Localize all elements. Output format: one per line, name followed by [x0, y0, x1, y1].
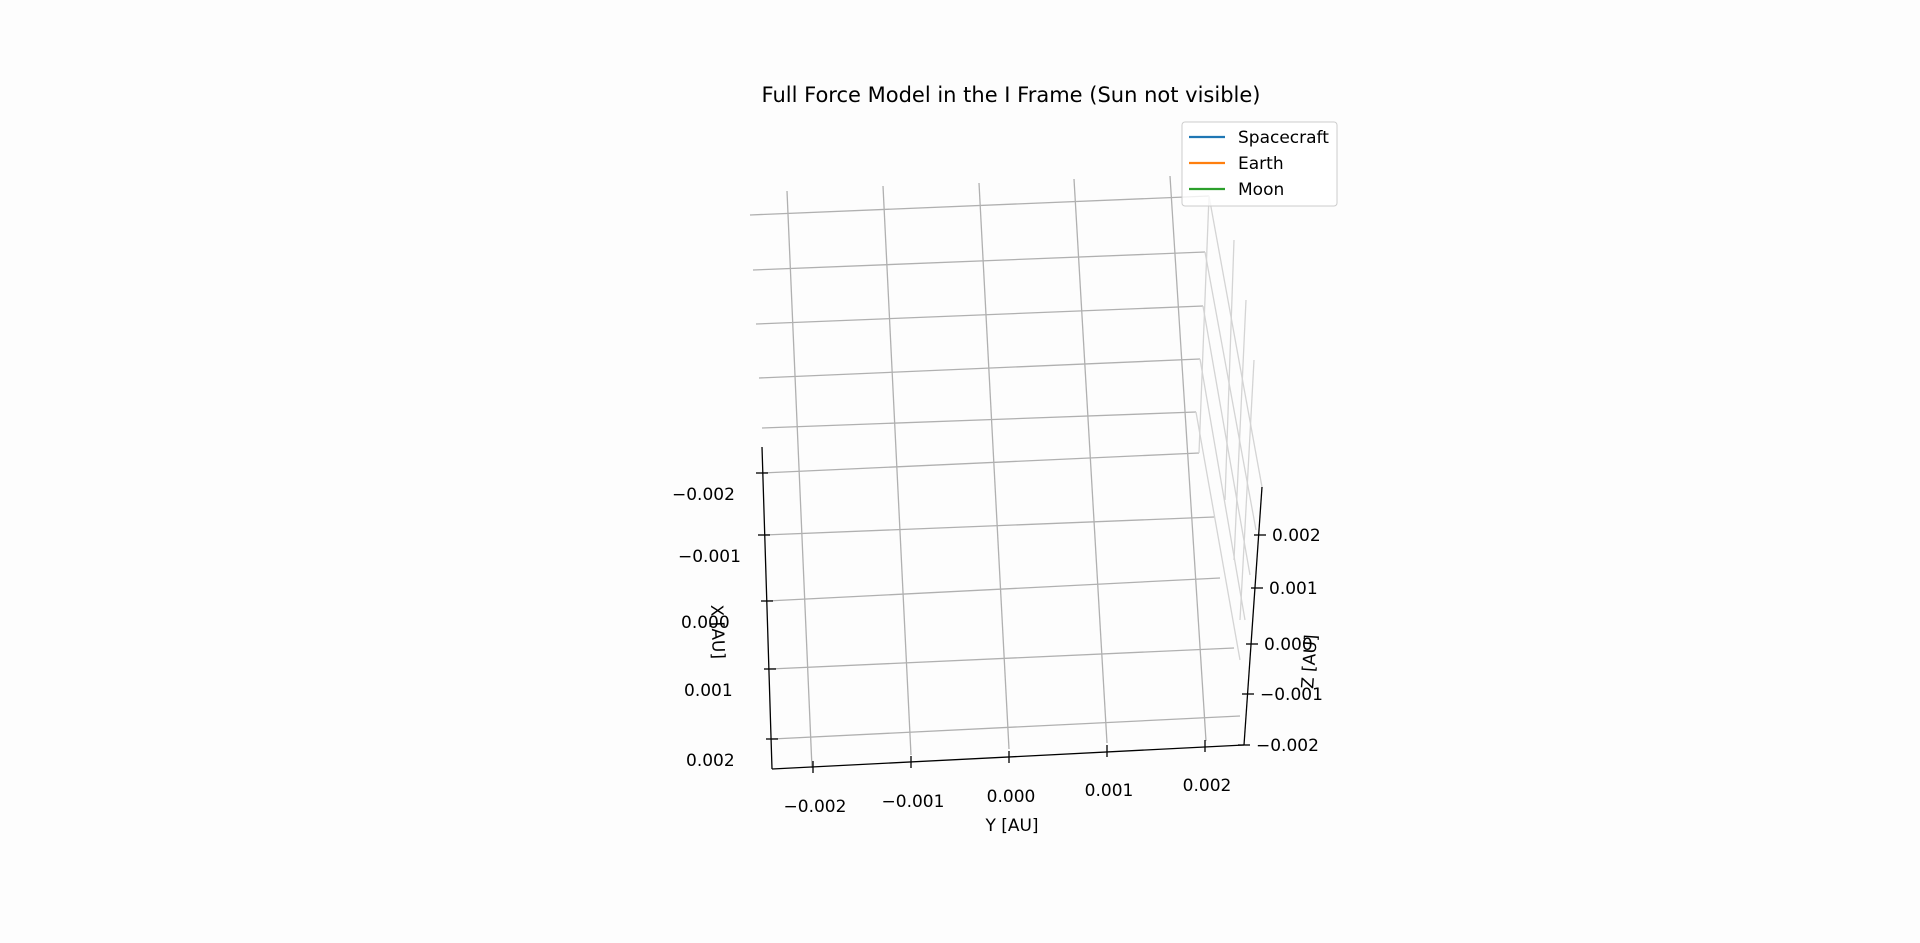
grid-line [1239, 359, 1255, 621]
x-tick-label: 0.001 [684, 681, 733, 701]
y-axis-label: Y [AU] [984, 816, 1038, 836]
z-axis-label: Z [AU] [1298, 634, 1322, 690]
grid-line [1073, 178, 1108, 744]
legend: Spacecraft Earth Moon [1181, 121, 1338, 207]
chart-title: Full Force Model in the I Frame (Sun not… [762, 83, 1261, 107]
x-axis-label: X [AU] [706, 604, 728, 659]
grid-line [766, 577, 1221, 602]
grid-line [1195, 411, 1241, 661]
grid-line [1169, 175, 1207, 742]
axis-lines [761, 446, 1263, 770]
grid-line [761, 452, 1200, 474]
grid-line [1224, 239, 1235, 501]
legend-label: Spacecraft [1238, 128, 1329, 148]
x-tick-label: 0.000 [681, 613, 730, 633]
grid-line [752, 251, 1206, 271]
grid-line [1204, 251, 1257, 531]
y-tick-label: −0.002 [784, 797, 847, 817]
y-axis-line [771, 744, 1245, 770]
grid-line [1208, 195, 1263, 488]
y-tick-label: −0.001 [882, 792, 945, 812]
y-tick-label: 0.002 [1183, 776, 1232, 796]
grid-line [1233, 299, 1247, 561]
x-tick-label: −0.001 [678, 547, 741, 567]
grid-line [755, 305, 1204, 325]
z-tick-label: −0.001 [1260, 685, 1323, 705]
grid-line [978, 182, 1010, 750]
grid-line [749, 195, 1210, 216]
grid-line [1198, 195, 1210, 454]
y-tick-label: 0.001 [1085, 781, 1134, 801]
grid-line [761, 411, 1197, 429]
grid-line [771, 715, 1241, 740]
y-tick-label: 0.000 [987, 787, 1036, 807]
grid-line [882, 185, 912, 756]
legend-label: Moon [1238, 180, 1284, 200]
x-tick-label: −0.002 [672, 485, 735, 505]
x-tick-label: 0.002 [686, 751, 735, 771]
grid-line [769, 647, 1235, 670]
legend-box [1181, 121, 1338, 207]
grid-line [763, 516, 1215, 536]
grid-lines [749, 175, 1263, 769]
z-tick-label: 0.000 [1264, 635, 1313, 655]
grid-line [1199, 358, 1246, 621]
z-tick-label: 0.002 [1272, 526, 1321, 546]
z-tick-label: 0.001 [1269, 579, 1318, 599]
z-axis-line [1243, 486, 1263, 746]
x-axis-line [761, 446, 773, 770]
z-tick-label: −0.002 [1256, 736, 1319, 756]
grid-line [786, 190, 813, 769]
legend-label: Earth [1238, 154, 1284, 174]
grid-line [758, 358, 1201, 379]
axis-ticks: −0.002 −0.001 0.000 0.001 0.002 −0.002 −0.001 0… [672, 472, 1323, 817]
